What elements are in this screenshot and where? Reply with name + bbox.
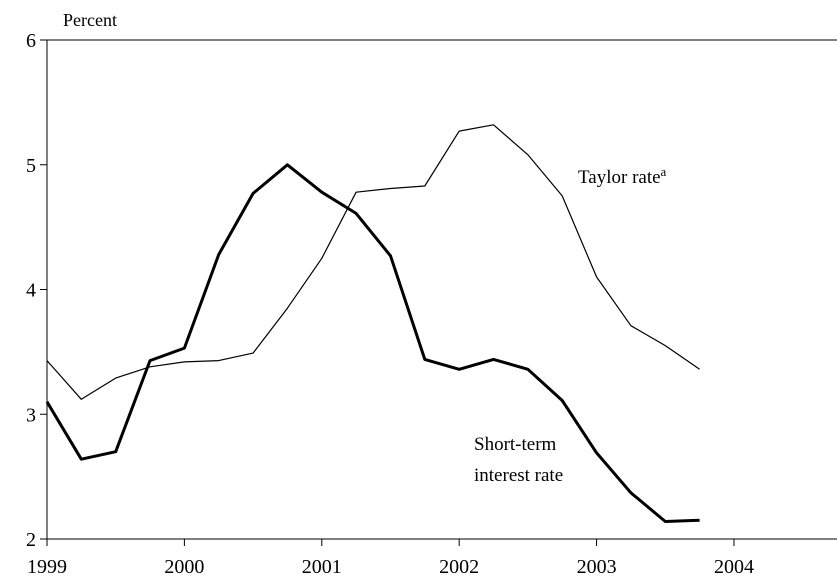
x-tick-label: 2000 xyxy=(164,556,204,578)
y-tick-label: 4 xyxy=(26,280,36,302)
x-tick-label: 2001 xyxy=(302,556,342,578)
x-tick-label: 1999 xyxy=(27,556,67,578)
x-tick-label: 2003 xyxy=(577,556,617,578)
short-term-rate-label-line1: Short-term xyxy=(474,434,557,455)
x-tick-label: 2002 xyxy=(439,556,479,578)
short-term-interest-rate-line xyxy=(45,163,700,523)
short-term-rate-label-line2: interest rate xyxy=(474,465,563,486)
series-layer xyxy=(45,124,700,523)
axes: 2 3 4 5 6 1999 2000 2001 2002 2003 2004 xyxy=(26,30,837,578)
y-axis-unit-label: Percent xyxy=(63,10,117,30)
x-tick-label: 2004 xyxy=(714,556,754,578)
y-tick-label: 2 xyxy=(26,529,36,551)
y-tick-label: 6 xyxy=(26,30,36,52)
taylor-rate-label: Taylor ratea xyxy=(578,164,667,188)
y-tick-label: 5 xyxy=(26,155,36,177)
taylor-rate-line xyxy=(46,124,700,400)
y-tick-label: 3 xyxy=(26,404,36,426)
